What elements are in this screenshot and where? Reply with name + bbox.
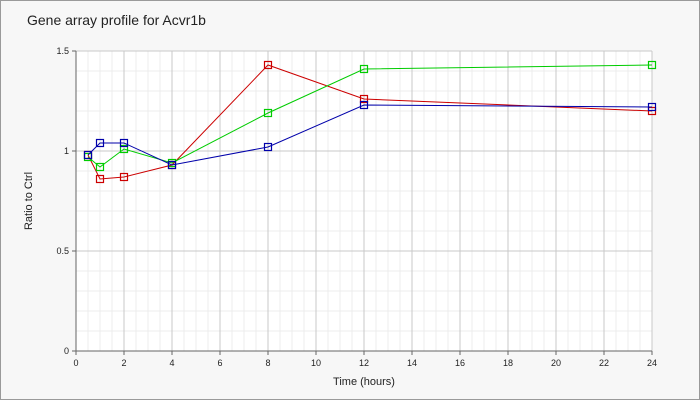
- data-point-marker: [263, 142, 273, 152]
- y-axis-label: Ratio to Ctrl: [23, 172, 35, 230]
- series-line: [87, 104, 653, 166]
- y-tick-label: 1: [64, 146, 69, 156]
- data-point-marker: [263, 108, 273, 118]
- x-axis-label: Time (hours): [333, 376, 395, 388]
- data-point-marker: [167, 160, 177, 170]
- x-tick-label: 0: [73, 358, 78, 368]
- y-tick-label: 0.5: [56, 246, 69, 256]
- x-tick-label: 6: [217, 358, 222, 368]
- data-point-marker: [647, 60, 657, 70]
- x-tick-label: 2: [121, 358, 126, 368]
- x-tick-label: 12: [359, 358, 369, 368]
- x-tick-label: 16: [455, 358, 465, 368]
- data-point-marker: [263, 60, 273, 70]
- x-tick-label: 22: [599, 358, 609, 368]
- data-point-marker: [95, 162, 105, 172]
- data-point-marker: [119, 138, 129, 148]
- data-point-marker: [647, 102, 657, 112]
- x-tick-label: 14: [407, 358, 417, 368]
- series-line: [87, 64, 653, 168]
- x-tick-label: 24: [647, 358, 657, 368]
- data-point-marker: [95, 138, 105, 148]
- x-tick-label: 10: [311, 358, 321, 368]
- x-tick-label: 4: [169, 358, 174, 368]
- series-layer: [83, 60, 657, 184]
- data-point-marker: [95, 174, 105, 184]
- data-point-marker: [359, 100, 369, 110]
- series-3: [83, 100, 657, 170]
- data-point-marker: [359, 94, 369, 104]
- data-point-marker: [83, 150, 93, 160]
- data-point-marker: [359, 64, 369, 74]
- x-tick-label: 18: [503, 358, 513, 368]
- y-tick-label: 1.5: [56, 46, 69, 56]
- chart-title: Gene array profile for Acvr1b: [27, 12, 206, 28]
- x-tick-label: 20: [551, 358, 561, 368]
- y-tick-label: 0: [64, 346, 69, 356]
- data-point-marker: [119, 144, 129, 154]
- x-tick-label: 8: [265, 358, 270, 368]
- data-point-marker: [119, 172, 129, 182]
